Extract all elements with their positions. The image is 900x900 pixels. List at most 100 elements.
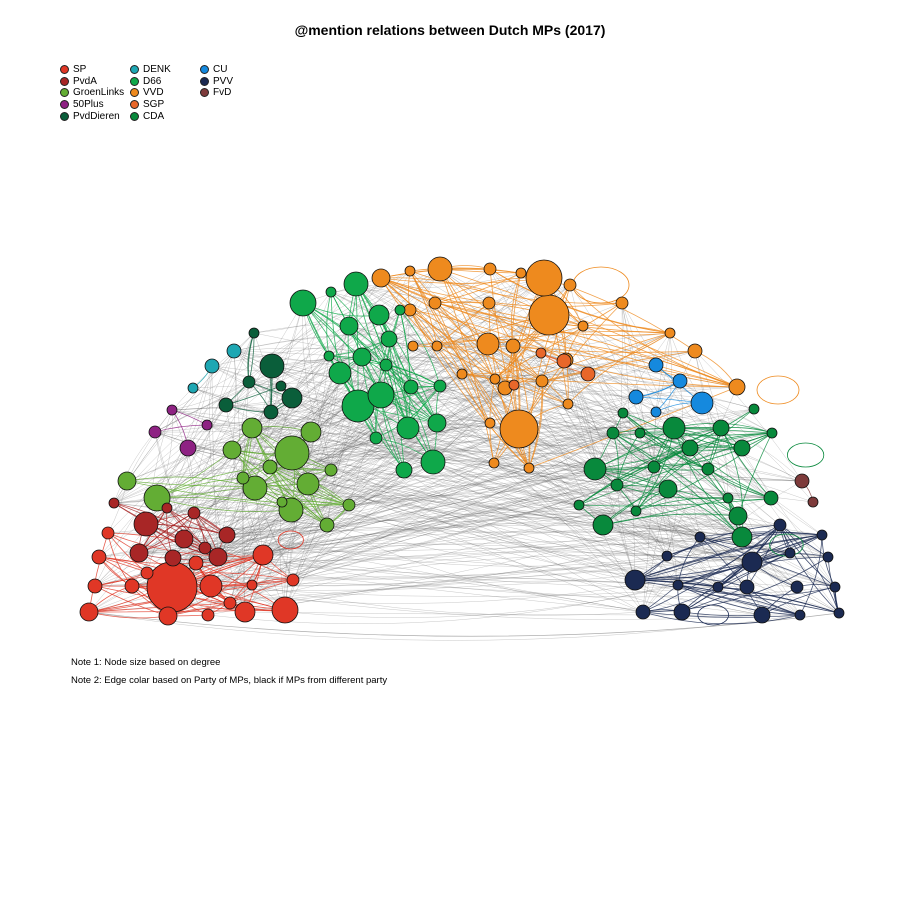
mp-node-pvv xyxy=(712,581,724,593)
mp-node-pvda xyxy=(133,511,159,537)
edge-cross-party xyxy=(339,372,624,414)
edge-cross-party xyxy=(113,502,328,526)
edge-cross-party xyxy=(98,432,614,558)
edge-cross-party xyxy=(357,386,738,407)
mp-node-cda xyxy=(733,439,751,457)
mp-node-cda xyxy=(606,426,620,440)
legend-swatch xyxy=(60,76,69,86)
edge-cross-party xyxy=(602,524,753,563)
legend-swatch xyxy=(130,100,139,110)
mp-node-d66 xyxy=(396,416,420,440)
legend-label: 50Plus xyxy=(73,99,104,111)
edge-cross-party xyxy=(131,432,614,587)
edge-cross-party xyxy=(254,364,657,489)
edge-cross-party xyxy=(126,432,614,482)
edge-cross-party xyxy=(154,314,550,433)
edge-cross-party xyxy=(284,325,350,611)
mp-node-cda xyxy=(701,462,715,476)
edge-cross-party xyxy=(307,483,668,557)
edge-cross-party xyxy=(231,350,236,451)
edge-cross-party xyxy=(242,381,250,613)
mp-node-groenlinks xyxy=(222,440,242,460)
mp-node-d66 xyxy=(394,304,406,316)
edge-cross-party xyxy=(251,496,729,586)
edge-cross-party xyxy=(187,373,463,449)
legend-swatch xyxy=(200,88,209,98)
legend-swatch xyxy=(60,100,69,110)
edge-cross-party xyxy=(171,270,411,411)
mp-node-cda xyxy=(617,407,629,419)
mp-node-d66 xyxy=(325,286,337,298)
edge-cross-party xyxy=(436,343,681,382)
edge-cross-party xyxy=(489,268,748,588)
edge-cross-party xyxy=(567,403,657,414)
edge-cross-party xyxy=(145,372,341,525)
edge-cross-party xyxy=(621,302,739,517)
edge-cross-party xyxy=(113,302,436,504)
edge-cross-party xyxy=(183,524,328,540)
mp-node-pvda xyxy=(208,547,228,567)
edge-cross-party xyxy=(720,427,803,482)
edge-cross-party xyxy=(326,396,637,526)
edge-cross-party xyxy=(361,356,624,414)
mp-node-sp xyxy=(199,574,223,598)
edge-cross-party xyxy=(145,343,489,525)
mp-node-pvv xyxy=(784,547,796,559)
edge-within-party xyxy=(326,291,332,357)
edge-within-party xyxy=(355,283,434,463)
edge-cross-party xyxy=(291,452,791,554)
edge-cross-party xyxy=(410,386,691,449)
mp-node-cda xyxy=(731,526,753,548)
mp-node-d66 xyxy=(368,304,390,326)
edge-within-party xyxy=(582,324,671,334)
edge-cross-party xyxy=(206,424,644,613)
edge-cross-party xyxy=(548,314,753,563)
edge-cross-party xyxy=(330,469,763,616)
edge-within-party xyxy=(582,325,738,388)
mp-node-pvv xyxy=(773,518,787,532)
edge-cross-party xyxy=(167,488,669,617)
mp-node-groenlinks xyxy=(319,517,335,533)
edge-cross-party xyxy=(330,386,412,471)
edge-within-party xyxy=(653,408,755,468)
edge-cross-party xyxy=(513,384,641,434)
edge-cross-party xyxy=(578,504,781,526)
edge-cross-party xyxy=(439,385,709,470)
mp-node-cu xyxy=(628,389,644,405)
edge-cross-party xyxy=(183,373,463,540)
edge-within-party xyxy=(528,380,543,469)
mp-node-pvddieren xyxy=(275,380,287,392)
mp-node-cda xyxy=(728,506,748,526)
mp-node-d66 xyxy=(339,316,359,336)
mp-node-cda xyxy=(766,427,778,439)
edge-within-party xyxy=(436,345,543,382)
legend-swatch xyxy=(200,65,209,75)
edge-cross-party xyxy=(292,432,773,581)
edge-within-party xyxy=(355,283,438,424)
legend-item-sgp: SGP xyxy=(130,99,171,111)
edge-within-party xyxy=(439,268,496,380)
mp-node-sp xyxy=(79,602,99,622)
mp-node-d66 xyxy=(379,358,393,372)
edge-cross-party xyxy=(195,277,382,564)
mp-node-vvd xyxy=(615,296,629,310)
mp-node-d66 xyxy=(380,330,398,348)
mp-node-vvd xyxy=(515,267,527,279)
legend-label: CU xyxy=(213,64,228,76)
edge-cross-party xyxy=(326,524,763,616)
mp-node-pvda xyxy=(174,529,194,549)
edge-cross-party xyxy=(269,432,641,468)
mp-node-vvd xyxy=(483,262,497,276)
mp-node-pvda xyxy=(108,497,120,509)
edge-cross-party xyxy=(98,543,668,558)
edge-cross-party xyxy=(138,356,363,554)
mp-node-cda xyxy=(630,505,642,517)
legend-label: CDA xyxy=(143,110,165,122)
mp-node-pvv xyxy=(794,609,806,621)
edge-cross-party xyxy=(310,302,490,433)
edge-cross-party xyxy=(307,302,436,485)
edge-within-party xyxy=(642,556,829,613)
edge-cross-party xyxy=(307,325,584,485)
mp-node-pvv xyxy=(753,606,771,624)
edge-within-party xyxy=(494,284,571,380)
